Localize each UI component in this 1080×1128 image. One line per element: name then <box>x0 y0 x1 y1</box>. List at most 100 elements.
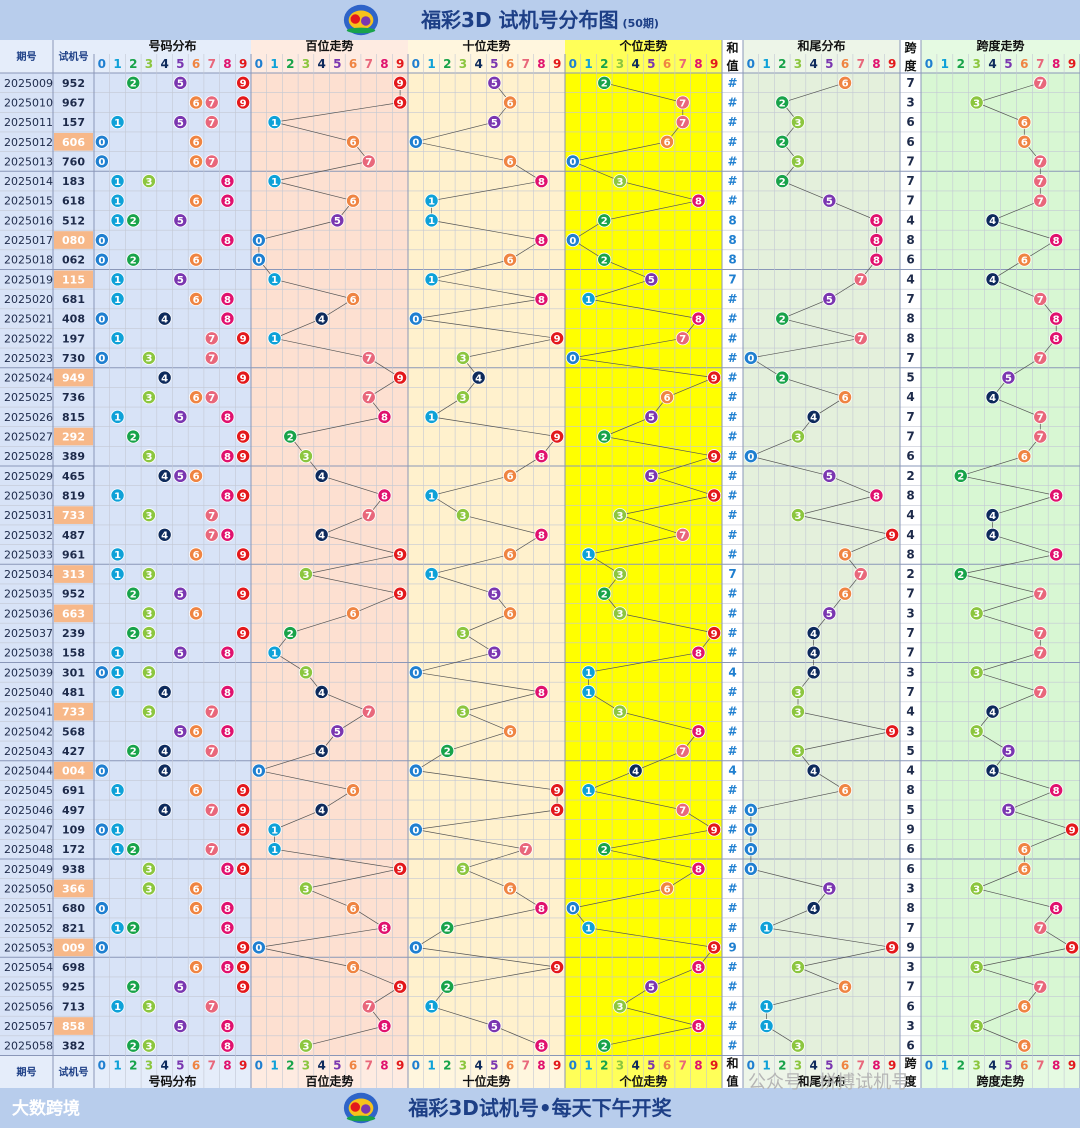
units-digit: 8 <box>695 865 702 876</box>
sum-tail-digit: 3 <box>794 688 801 699</box>
digit-header-bottom: 3 <box>302 1059 310 1073</box>
digit-header: 0 <box>569 57 577 71</box>
distribution-digit: 1 <box>114 786 121 797</box>
digit-header: 7 <box>522 57 530 71</box>
units-ball <box>707 822 722 837</box>
distribution-digit: 5 <box>177 727 184 738</box>
tens-header-bottom: 十位走势 <box>462 1074 510 1089</box>
distribution-digit: 9 <box>240 786 247 797</box>
distribution-digit: 2 <box>130 255 137 266</box>
hundreds-digit: 6 <box>350 197 357 208</box>
span-ball <box>969 1019 984 1034</box>
distribution-ball <box>141 350 156 365</box>
units-digit: 7 <box>679 334 686 345</box>
period-label: 2025038 <box>4 647 53 660</box>
distribution-digit: 1 <box>114 118 121 129</box>
hundreds-ball <box>251 233 266 248</box>
span-digit: 8 <box>1053 314 1060 325</box>
span-ball <box>1033 684 1048 699</box>
hundreds-digit: 3 <box>302 884 309 895</box>
span-digit: 6 <box>1021 1041 1028 1052</box>
digit-header: 6 <box>841 57 849 71</box>
hundreds-ball <box>298 449 313 464</box>
tens-digit: 8 <box>538 531 545 542</box>
sum-value: # <box>727 508 737 522</box>
digit-header-bottom: 3 <box>794 1059 802 1073</box>
sum-tail-digit: 4 <box>810 648 817 659</box>
digit-header-bottom: 9 <box>553 1059 561 1073</box>
span-ball <box>1033 75 1048 90</box>
sum-tail-ball <box>869 233 884 248</box>
tens-digit: 8 <box>538 452 545 463</box>
hundreds-ball <box>377 1019 392 1034</box>
units-digit: 1 <box>585 786 592 797</box>
span-ball <box>969 724 984 739</box>
hundreds-ball <box>314 527 329 542</box>
hundreds-digit: 9 <box>397 79 404 90</box>
sum-header-bottom: 和 <box>725 1056 738 1071</box>
tens-digit: 4 <box>475 373 482 384</box>
distribution-digit: 9 <box>240 491 247 502</box>
units-digit: 0 <box>569 904 576 915</box>
period-label: 2025011 <box>4 116 53 129</box>
period-label: 2025012 <box>4 136 53 149</box>
distribution-ball <box>236 940 251 955</box>
distribution-ball <box>189 468 204 483</box>
test-number-label: 961 <box>62 548 85 561</box>
period-label: 2025058 <box>4 1040 53 1053</box>
sum-value: # <box>727 724 737 738</box>
hundreds-digit: 7 <box>365 354 372 365</box>
distribution-header-bottom: 号码分布 <box>148 1074 196 1089</box>
distribution-ball <box>94 252 109 267</box>
distribution-digit: 5 <box>177 413 184 424</box>
span-digit: 4 <box>989 707 996 718</box>
sum-tail-digit: 9 <box>889 727 896 738</box>
sum-value: 7 <box>728 272 736 286</box>
sum-value: # <box>727 881 737 895</box>
units-ball <box>691 311 706 326</box>
digit-header-bottom: 2 <box>129 1059 137 1073</box>
test-number-label: 680 <box>62 902 85 915</box>
digit-header-bottom: 3 <box>616 1059 624 1073</box>
span-ball <box>969 95 984 110</box>
sum-value: # <box>727 921 737 935</box>
tens-digit: 1 <box>428 197 435 208</box>
span-value: 4 <box>906 764 914 778</box>
units-ball <box>644 272 659 287</box>
hundreds-ball <box>393 370 408 385</box>
units-digit: 2 <box>601 79 608 90</box>
test-number-label: 618 <box>62 195 85 208</box>
digit-header-bottom: 0 <box>98 1059 106 1073</box>
distribution-digit: 9 <box>240 373 247 384</box>
tens-ball <box>534 174 549 189</box>
sum-tail-ball <box>759 920 774 935</box>
distribution-digit: 5 <box>177 472 184 483</box>
digit-header-bottom: 1 <box>113 1059 121 1073</box>
span-header: 度 <box>904 58 917 73</box>
test-number-label: 080 <box>62 234 85 247</box>
distribution-digit: 7 <box>208 98 215 109</box>
period-header-bottom: 期号 <box>17 1066 37 1079</box>
distribution-digit: 4 <box>161 373 168 384</box>
digit-header-bottom: 8 <box>537 1059 545 1073</box>
span-digit: 8 <box>1053 491 1060 502</box>
digit-header: 8 <box>694 57 702 71</box>
distribution-digit: 4 <box>161 688 168 699</box>
digit-header: 5 <box>825 57 833 71</box>
hundreds-ball <box>283 626 298 641</box>
span-ball <box>1017 842 1032 857</box>
tens-digit: 5 <box>491 648 498 659</box>
digit-header: 0 <box>98 57 106 71</box>
distribution-digit: 6 <box>193 138 200 149</box>
distribution-ball <box>110 272 125 287</box>
sum-tail-digit: 0 <box>747 825 754 836</box>
digit-header: 5 <box>333 57 341 71</box>
distribution-ball <box>236 960 251 975</box>
sum-tail-digit: 0 <box>747 845 754 856</box>
sum-value: # <box>727 371 737 385</box>
tens-digit: 1 <box>428 1002 435 1013</box>
distribution-digit: 1 <box>114 334 121 345</box>
distribution-digit: 0 <box>98 255 105 266</box>
sum_tail-header: 和尾分布 <box>796 40 845 53</box>
sum-tail-ball <box>759 999 774 1014</box>
